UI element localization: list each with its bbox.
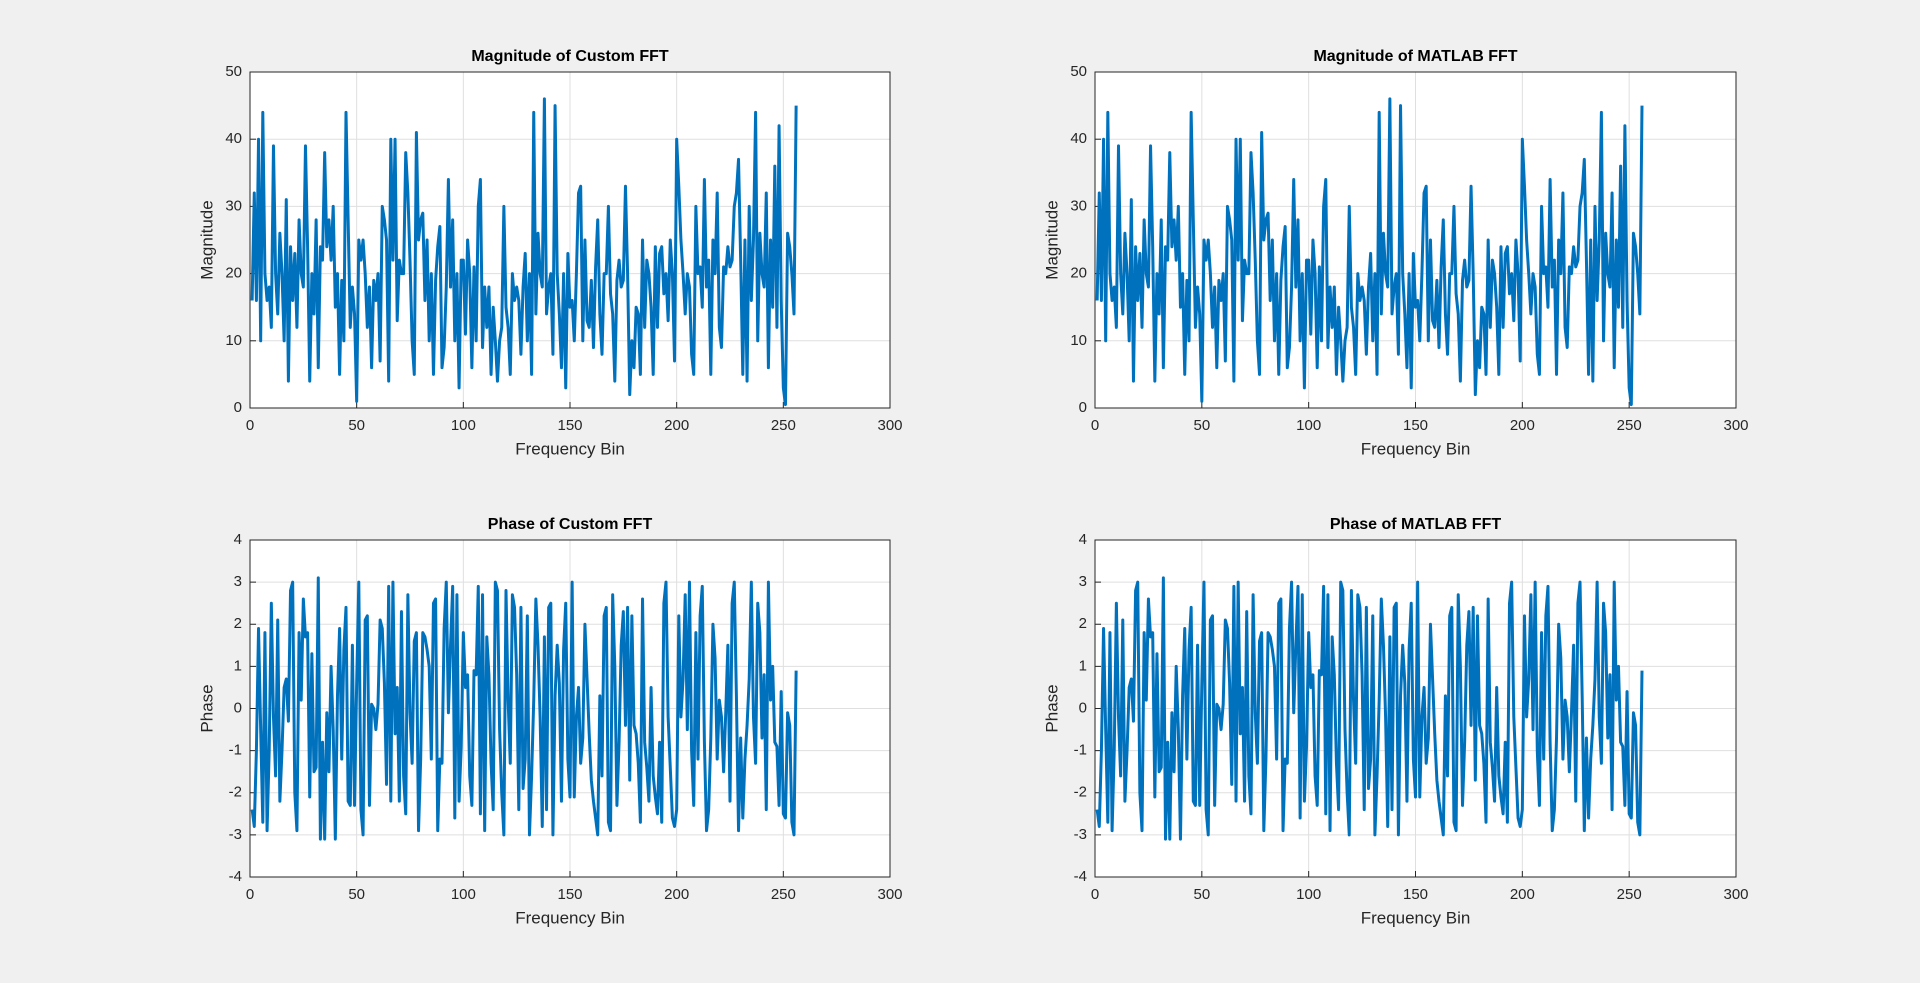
plot-area (1095, 97, 1644, 407)
y-tick-label: -2 (1074, 784, 1087, 801)
y-tick-label: 20 (1070, 265, 1087, 282)
chart-title: Phase of MATLAB FFT (1330, 516, 1501, 533)
x-tick-label: 100 (1296, 886, 1321, 903)
y-axis-label: Phase (197, 684, 216, 732)
chart-title: Magnitude of MATLAB FFT (1313, 48, 1517, 65)
plot-area (250, 97, 798, 407)
y-tick-label: 1 (234, 657, 242, 674)
x-tick-label: 100 (451, 417, 476, 434)
subplot: 0 50 100 150 200 250 300 0 10 20 30 40 50 Magnitude o… (197, 48, 902, 458)
x-tick-label: 300 (1723, 417, 1748, 434)
y-tick-label: 4 (234, 531, 242, 548)
x-tick-label: 200 (1510, 886, 1535, 903)
x-tick-label: 150 (1403, 886, 1428, 903)
axes-box (1094, 539, 1737, 878)
y-tick-label: 50 (1070, 63, 1087, 80)
y-tick-label: 3 (1079, 573, 1087, 590)
x-tick-label: 50 (348, 417, 365, 434)
x-tick-label: 150 (557, 417, 582, 434)
y-tick-label: 10 (225, 332, 242, 349)
y-tick-label: 0 (1079, 699, 1087, 716)
subplot: 0 50 100 150 200 250 300 -4 -3 -2 -1 0 1 2 3 4 Phase of … (197, 516, 902, 927)
x-axis-label: Frequency Bin (1361, 908, 1471, 927)
y-axis-label: Magnitude (197, 200, 216, 279)
x-tick-label: 50 (1193, 417, 1210, 434)
x-tick-label: 150 (1403, 417, 1428, 434)
y-tick-label: 3 (234, 573, 242, 590)
y-tick-label: -2 (229, 784, 242, 801)
chart-title: Phase of Custom FFT (488, 516, 653, 533)
x-tick-label: 250 (1617, 886, 1642, 903)
axes-box (1094, 71, 1737, 409)
y-tick-label: 30 (1070, 197, 1087, 214)
x-tick-label: 200 (664, 417, 689, 434)
plot-area (250, 576, 798, 841)
x-tick-label: 200 (1510, 417, 1535, 434)
x-tick-label: 100 (451, 886, 476, 903)
subplot: 0 50 100 150 200 250 300 0 10 20 30 40 50 Magnitude o… (1042, 48, 1748, 458)
y-tick-label: 40 (225, 130, 242, 147)
y-tick-label: -1 (1074, 742, 1087, 759)
y-tick-label: 10 (1070, 332, 1087, 349)
x-tick-label: 300 (1723, 886, 1748, 903)
y-tick-label: 0 (234, 699, 242, 716)
y-tick-label: 0 (234, 399, 242, 416)
y-tick-label: 0 (1079, 399, 1087, 416)
y-tick-label: 40 (1070, 130, 1087, 147)
x-tick-label: 0 (246, 886, 254, 903)
x-tick-label: 250 (771, 417, 796, 434)
x-tick-label: 150 (557, 886, 582, 903)
x-tick-label: 0 (1091, 417, 1099, 434)
data-line (250, 576, 798, 841)
data-line (1095, 576, 1644, 841)
x-tick-label: 250 (771, 886, 796, 903)
chart-title: Magnitude of Custom FFT (471, 48, 669, 65)
x-tick-label: 300 (877, 886, 902, 903)
x-axis-label: Frequency Bin (515, 908, 625, 927)
x-tick-label: 200 (664, 886, 689, 903)
axes-box (249, 71, 891, 409)
x-tick-label: 0 (246, 417, 254, 434)
y-tick-label: 2 (1079, 615, 1087, 632)
y-tick-label: 4 (1079, 531, 1087, 548)
data-line (1095, 97, 1644, 407)
data-line (250, 97, 798, 407)
x-axis-label: Frequency Bin (515, 439, 625, 458)
x-tick-label: 50 (1193, 886, 1210, 903)
subplot: 0 50 100 150 200 250 300 -4 -3 -2 -1 0 1 2 3 4 Phase of … (1042, 516, 1748, 927)
y-tick-label: -4 (1074, 868, 1087, 885)
y-tick-label: -3 (1074, 826, 1087, 843)
y-tick-label: -4 (229, 868, 242, 885)
axes-box (249, 539, 891, 878)
y-tick-label: -1 (229, 742, 242, 759)
y-tick-label: 20 (225, 265, 242, 282)
y-tick-label: 2 (234, 615, 242, 632)
y-tick-label: 50 (225, 63, 242, 80)
y-tick-label: 1 (1079, 657, 1087, 674)
x-tick-label: 0 (1091, 886, 1099, 903)
y-axis-label: Phase (1042, 684, 1061, 732)
x-tick-label: 250 (1617, 417, 1642, 434)
y-axis-label: Magnitude (1042, 200, 1061, 279)
x-tick-label: 50 (348, 886, 365, 903)
plot-area (1095, 576, 1644, 841)
x-axis-label: Frequency Bin (1361, 439, 1471, 458)
x-tick-label: 100 (1296, 417, 1321, 434)
y-tick-label: -3 (229, 826, 242, 843)
x-tick-label: 300 (877, 417, 902, 434)
y-tick-label: 30 (225, 197, 242, 214)
